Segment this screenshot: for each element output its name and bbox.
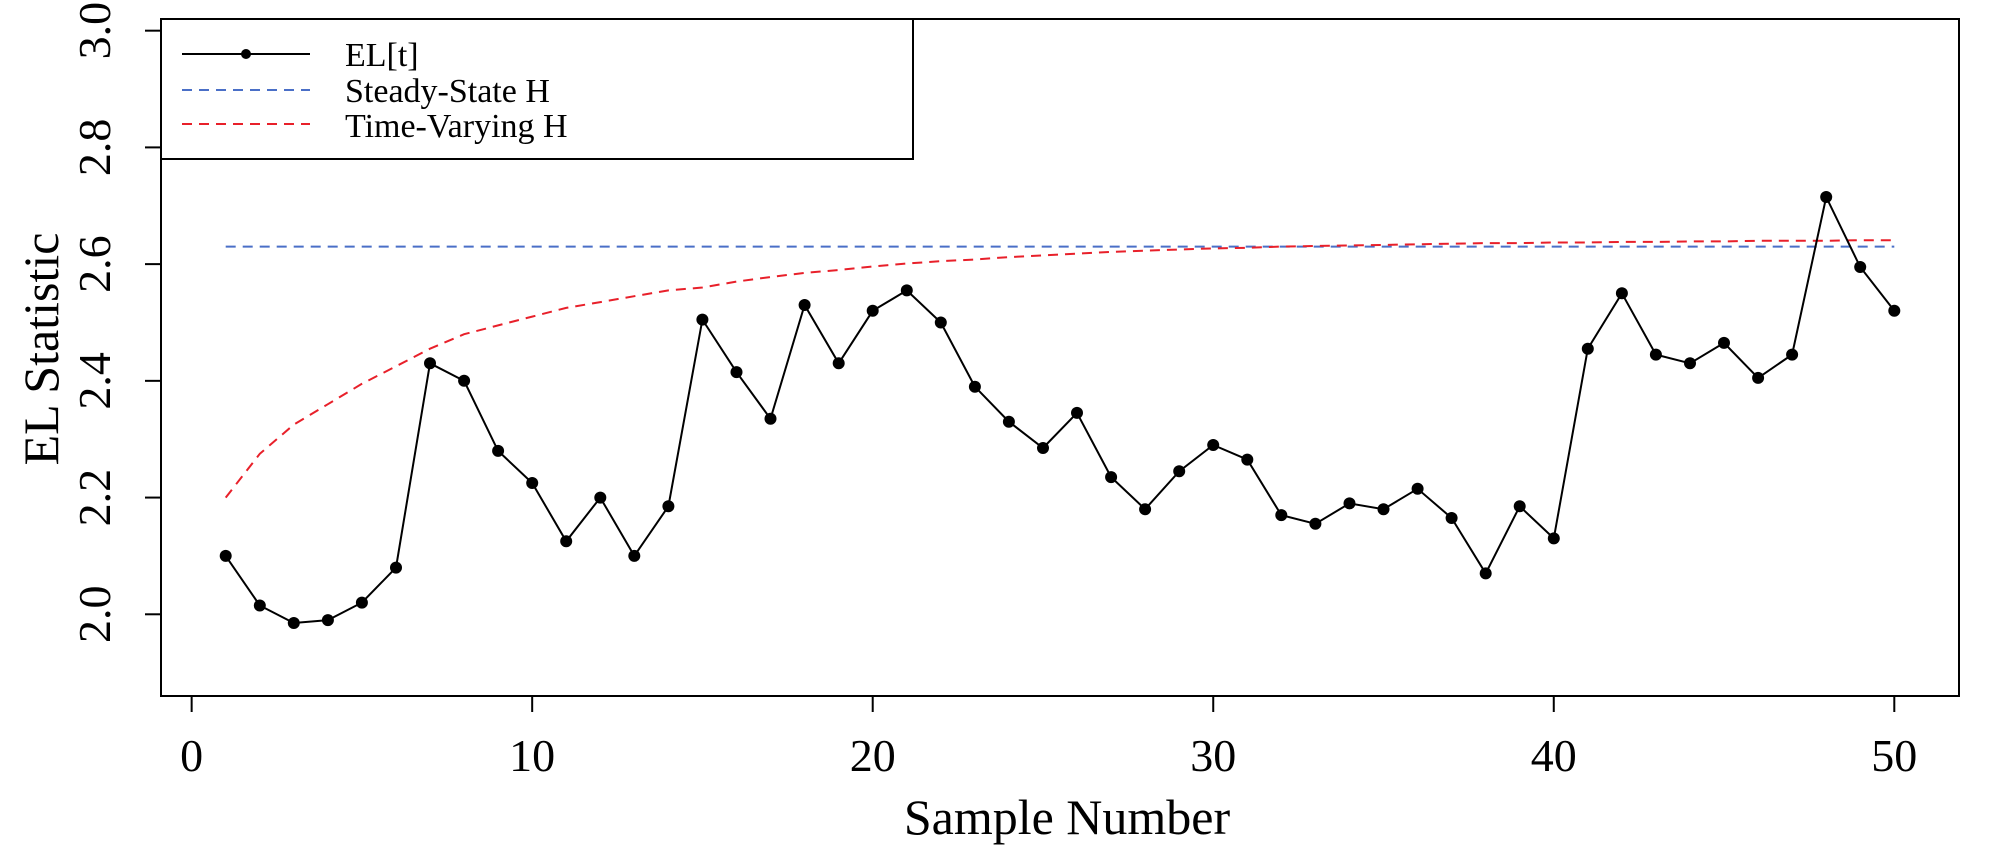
data-point-el xyxy=(1411,482,1424,495)
data-point-el xyxy=(798,299,811,311)
x-tick-label: 0 xyxy=(180,730,203,781)
data-point-el xyxy=(764,412,777,425)
series-line-varying xyxy=(224,239,1895,499)
data-point-el xyxy=(526,477,539,489)
y-tick-label: 2.0 xyxy=(69,586,120,644)
x-axis-title: Sample Number xyxy=(904,789,1231,845)
data-point-el xyxy=(1445,512,1458,524)
data-point-el xyxy=(1173,465,1186,478)
series-layer xyxy=(219,191,1901,629)
data-point-el xyxy=(424,357,436,370)
data-point-el xyxy=(1241,453,1254,466)
data-point-el xyxy=(1207,439,1220,451)
data-point-el xyxy=(1139,503,1152,516)
y-tick-label: 2.6 xyxy=(69,235,120,293)
legend-label-steady: Steady-State H xyxy=(345,73,550,110)
data-point-el xyxy=(696,313,709,326)
data-point-el xyxy=(594,491,607,504)
data-point-el xyxy=(1820,191,1833,203)
y-axis-title: EL Statistic xyxy=(13,233,69,466)
data-point-el xyxy=(253,599,266,612)
data-point-el xyxy=(1649,348,1662,361)
x-tick-label: 40 xyxy=(1531,730,1577,781)
data-point-el xyxy=(492,444,505,457)
y-tick-label: 2.4 xyxy=(69,352,120,410)
series-line-el xyxy=(224,193,1896,625)
data-point-el xyxy=(1309,517,1322,530)
data-point-el xyxy=(1547,532,1560,545)
data-point-el xyxy=(355,596,368,609)
data-point-el xyxy=(934,316,947,329)
data-point-el xyxy=(1684,357,1696,370)
legend: EL[t] Steady-State H Time-Varying H xyxy=(160,18,914,160)
y-tick-label: 2.2 xyxy=(69,469,120,527)
y-axis: 2.0 2.2 2.4 2.6 2.8 3.0 xyxy=(69,2,162,644)
data-point-el xyxy=(1581,342,1594,355)
data-point-el xyxy=(1275,509,1288,522)
x-tick-label: 50 xyxy=(1871,730,1917,781)
x-tick-label: 10 xyxy=(509,730,555,781)
x-axis: 0 10 20 30 40 50 xyxy=(180,695,1917,781)
data-point-el xyxy=(1479,567,1492,580)
data-point-el xyxy=(321,614,334,627)
y-tick-label: 2.8 xyxy=(69,119,120,177)
data-point-el xyxy=(1343,497,1356,510)
data-point-el xyxy=(219,549,232,562)
x-tick-label: 20 xyxy=(850,730,896,781)
data-point-el xyxy=(1752,371,1765,384)
data-point-el xyxy=(730,366,743,379)
data-point-el xyxy=(1786,348,1799,361)
data-point-el xyxy=(968,380,981,393)
data-point-el xyxy=(1888,304,1901,317)
data-point-el xyxy=(1105,471,1118,484)
data-point-el xyxy=(1854,261,1867,273)
x-tick-label: 30 xyxy=(1190,730,1236,781)
data-point-el xyxy=(1718,336,1730,349)
data-point-el xyxy=(1037,442,1049,454)
data-point-el xyxy=(390,561,402,574)
data-point-el xyxy=(866,304,879,317)
y-tick-label: 3.0 xyxy=(69,2,120,60)
legend-label-el: EL[t] xyxy=(345,37,419,74)
data-point-el xyxy=(1071,406,1083,419)
data-point-el xyxy=(832,357,845,370)
data-point-el xyxy=(560,535,573,548)
data-point-el xyxy=(458,374,471,387)
data-point-el xyxy=(1377,503,1390,516)
data-point-el xyxy=(662,500,675,513)
data-point-el xyxy=(287,617,300,629)
data-point-el xyxy=(628,549,641,562)
data-point-el xyxy=(1615,287,1628,300)
legend-label-varying: Time-Varying H xyxy=(345,108,568,145)
data-point-el xyxy=(1002,415,1015,428)
data-point-el xyxy=(1513,500,1526,513)
data-point-el xyxy=(900,284,913,297)
legend-marker-el xyxy=(241,49,251,59)
